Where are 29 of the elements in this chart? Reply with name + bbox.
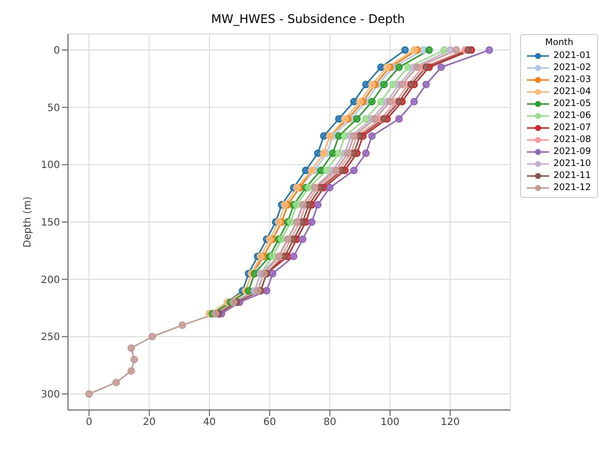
- legend-label: 2021-08: [553, 135, 591, 145]
- legend-label: 2021-10: [553, 159, 591, 169]
- legend-label: 2021-09: [553, 147, 591, 157]
- y-tick-label: 250: [40, 332, 60, 344]
- y-tick-label: 0: [54, 46, 60, 57]
- x-tick-label: 100: [380, 417, 400, 428]
- x-tick-label: 20: [142, 417, 156, 428]
- legend-label: 2021-11: [553, 171, 591, 181]
- legend-label: 2021-07: [553, 123, 591, 133]
- y-axis-title: Depth (m): [22, 196, 34, 248]
- legend-title: Month: [544, 38, 574, 48]
- x-tick-label: 120: [440, 417, 460, 428]
- y-tick-label: 200: [40, 274, 60, 286]
- y-tick-label: 100: [40, 160, 60, 172]
- legend-label: 2021-05: [553, 99, 591, 109]
- y-tick-label: 150: [40, 218, 60, 229]
- legend-label: 2021-06: [553, 111, 591, 121]
- legend-label: 2021-01: [553, 51, 591, 61]
- chart-title: MW_HWES - Subsidence - Depth: [210, 11, 406, 28]
- x-tick-label: 80: [323, 417, 336, 428]
- legend-label: 2021-02: [553, 63, 591, 73]
- x-tick-label: 40: [203, 417, 216, 428]
- x-tick-label: 60: [263, 417, 276, 428]
- legend-label: 2021-12: [553, 183, 591, 193]
- y-tick-label: 50: [47, 102, 60, 114]
- legend-label: 2021-03: [553, 75, 591, 85]
- legend-label: 2021-04: [553, 87, 591, 97]
- y-tick-label: 300: [40, 390, 60, 400]
- x-tick-label: 0: [86, 417, 92, 428]
